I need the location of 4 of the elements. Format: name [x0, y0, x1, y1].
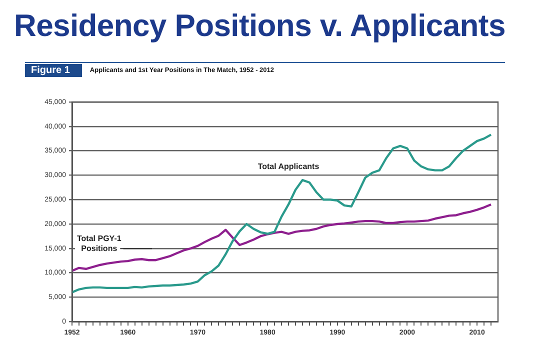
chart-title: Residency Positions v. Applicants: [14, 8, 506, 44]
series-label: Total PGY-1 Positions: [77, 234, 122, 253]
caption: Figure 1: [25, 64, 82, 77]
series-label: Total Applicants: [258, 162, 320, 172]
